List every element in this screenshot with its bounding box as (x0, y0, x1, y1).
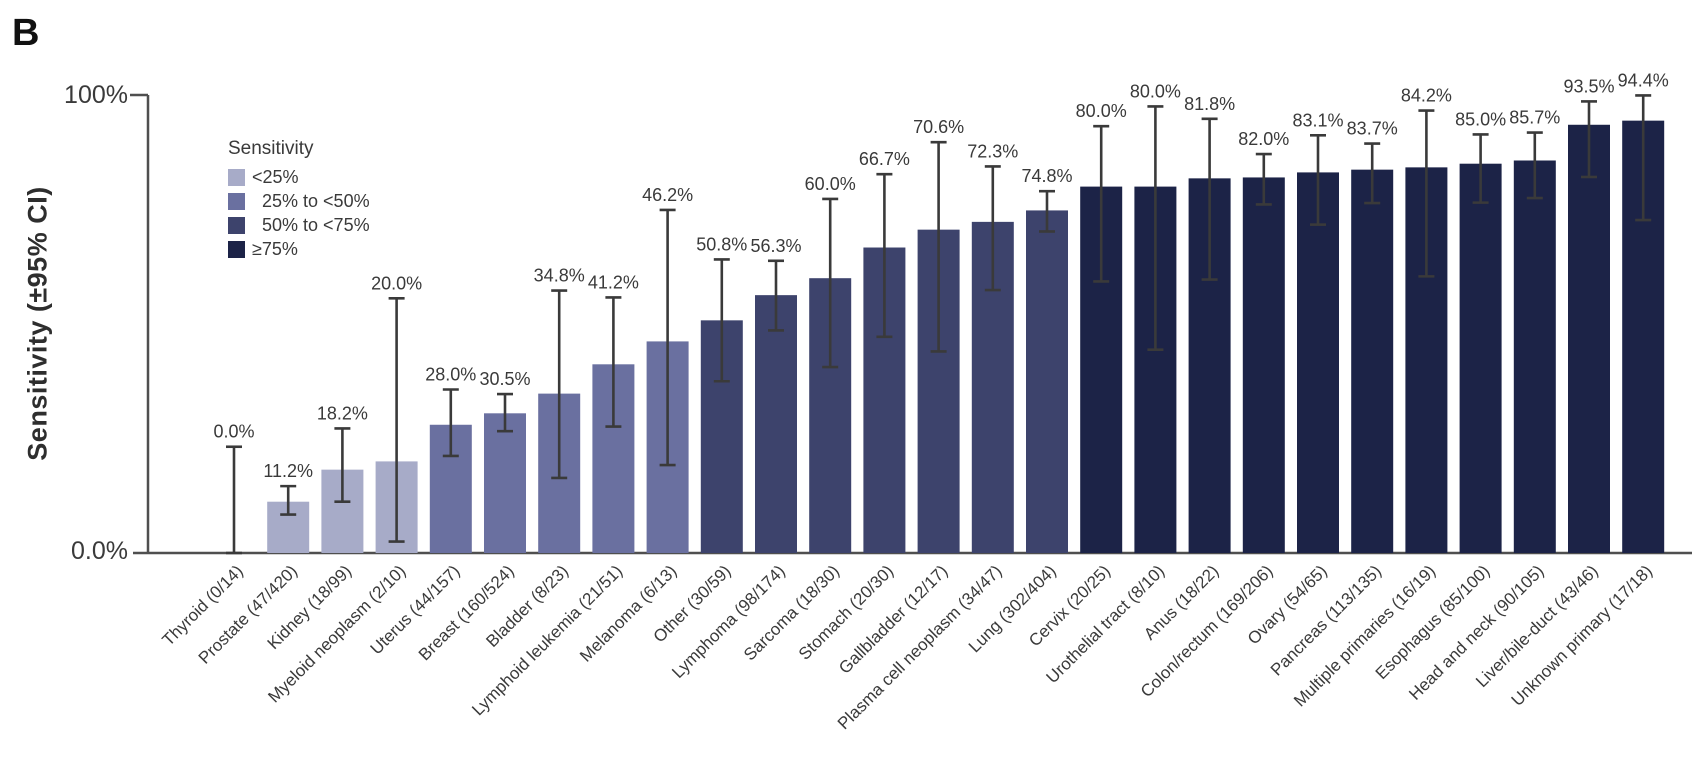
value-label: 56.3% (750, 236, 801, 256)
bar (1242, 177, 1285, 553)
value-label: 18.2% (317, 403, 368, 423)
value-label: 83.1% (1292, 110, 1343, 130)
bar (755, 295, 797, 553)
value-label: 60.0% (805, 174, 856, 194)
legend-swatch-ge75-icon (228, 240, 245, 258)
value-label: 74.8% (1021, 166, 1072, 186)
legend-title: Sensitivity (228, 138, 314, 159)
value-label: 30.5% (479, 369, 530, 389)
legend-item: ≥75% (228, 237, 370, 261)
category-label: Breast (160/524) (415, 561, 518, 664)
legend-swatch-lt25-icon (228, 168, 245, 186)
legend-item: 25% to <50% (228, 189, 370, 213)
value-label: 72.3% (967, 141, 1018, 161)
legend-item: <25% (228, 165, 370, 189)
value-label: 93.5% (1563, 76, 1614, 96)
legend-item: 50% to <75% (228, 213, 370, 237)
legend-swatch-50to75-icon (228, 216, 245, 234)
value-label: 85.7% (1509, 108, 1560, 128)
bar (1568, 124, 1610, 554)
bar (484, 413, 526, 553)
legend-item-label: ≥75% (252, 238, 298, 259)
category-label: Prostate (47/420) (195, 561, 301, 667)
bar (1513, 160, 1556, 553)
value-label: 20.0% (371, 273, 422, 293)
value-label: 82.0% (1238, 129, 1289, 149)
value-label: 0.0% (213, 422, 254, 442)
bar (1459, 163, 1502, 553)
legend-item-label: 25% to <50% (252, 190, 370, 211)
legend-swatch-25to50-icon (228, 192, 245, 210)
value-label: 81.8% (1184, 94, 1235, 114)
bar (1351, 169, 1394, 554)
legend-item-label: 50% to <75% (252, 214, 370, 235)
category-label: Stomach (20/30) (795, 561, 897, 663)
value-label: 66.7% (859, 149, 910, 169)
category-label: Sarcoma (18/30) (740, 561, 843, 664)
value-label: 94.4% (1618, 70, 1669, 90)
value-label: 80.0% (1130, 81, 1181, 101)
category-label: Melanoma (6/13) (576, 561, 680, 665)
value-label: 41.2% (588, 272, 639, 292)
panel-label: B (12, 12, 40, 54)
value-label: 85.0% (1455, 109, 1506, 129)
value-label: 11.2% (263, 461, 313, 481)
value-label: 80.0% (1076, 101, 1127, 121)
value-label: 50.8% (696, 234, 747, 254)
legend: Sensitivity <25% 25% to <50% 50% to <75%… (228, 138, 370, 261)
value-label: 70.6% (913, 117, 964, 137)
value-label: 84.2% (1401, 86, 1452, 106)
bar (1026, 210, 1068, 553)
value-label: 83.7% (1347, 119, 1398, 139)
bar (1297, 172, 1339, 554)
value-label: 28.0% (425, 364, 476, 384)
y-tick-label-0: 0.0% (71, 537, 128, 565)
y-tick-label-100: 100% (64, 81, 128, 109)
value-label: 46.2% (642, 185, 693, 205)
value-label: 34.8% (534, 266, 585, 286)
legend-item-label: <25% (252, 166, 299, 187)
